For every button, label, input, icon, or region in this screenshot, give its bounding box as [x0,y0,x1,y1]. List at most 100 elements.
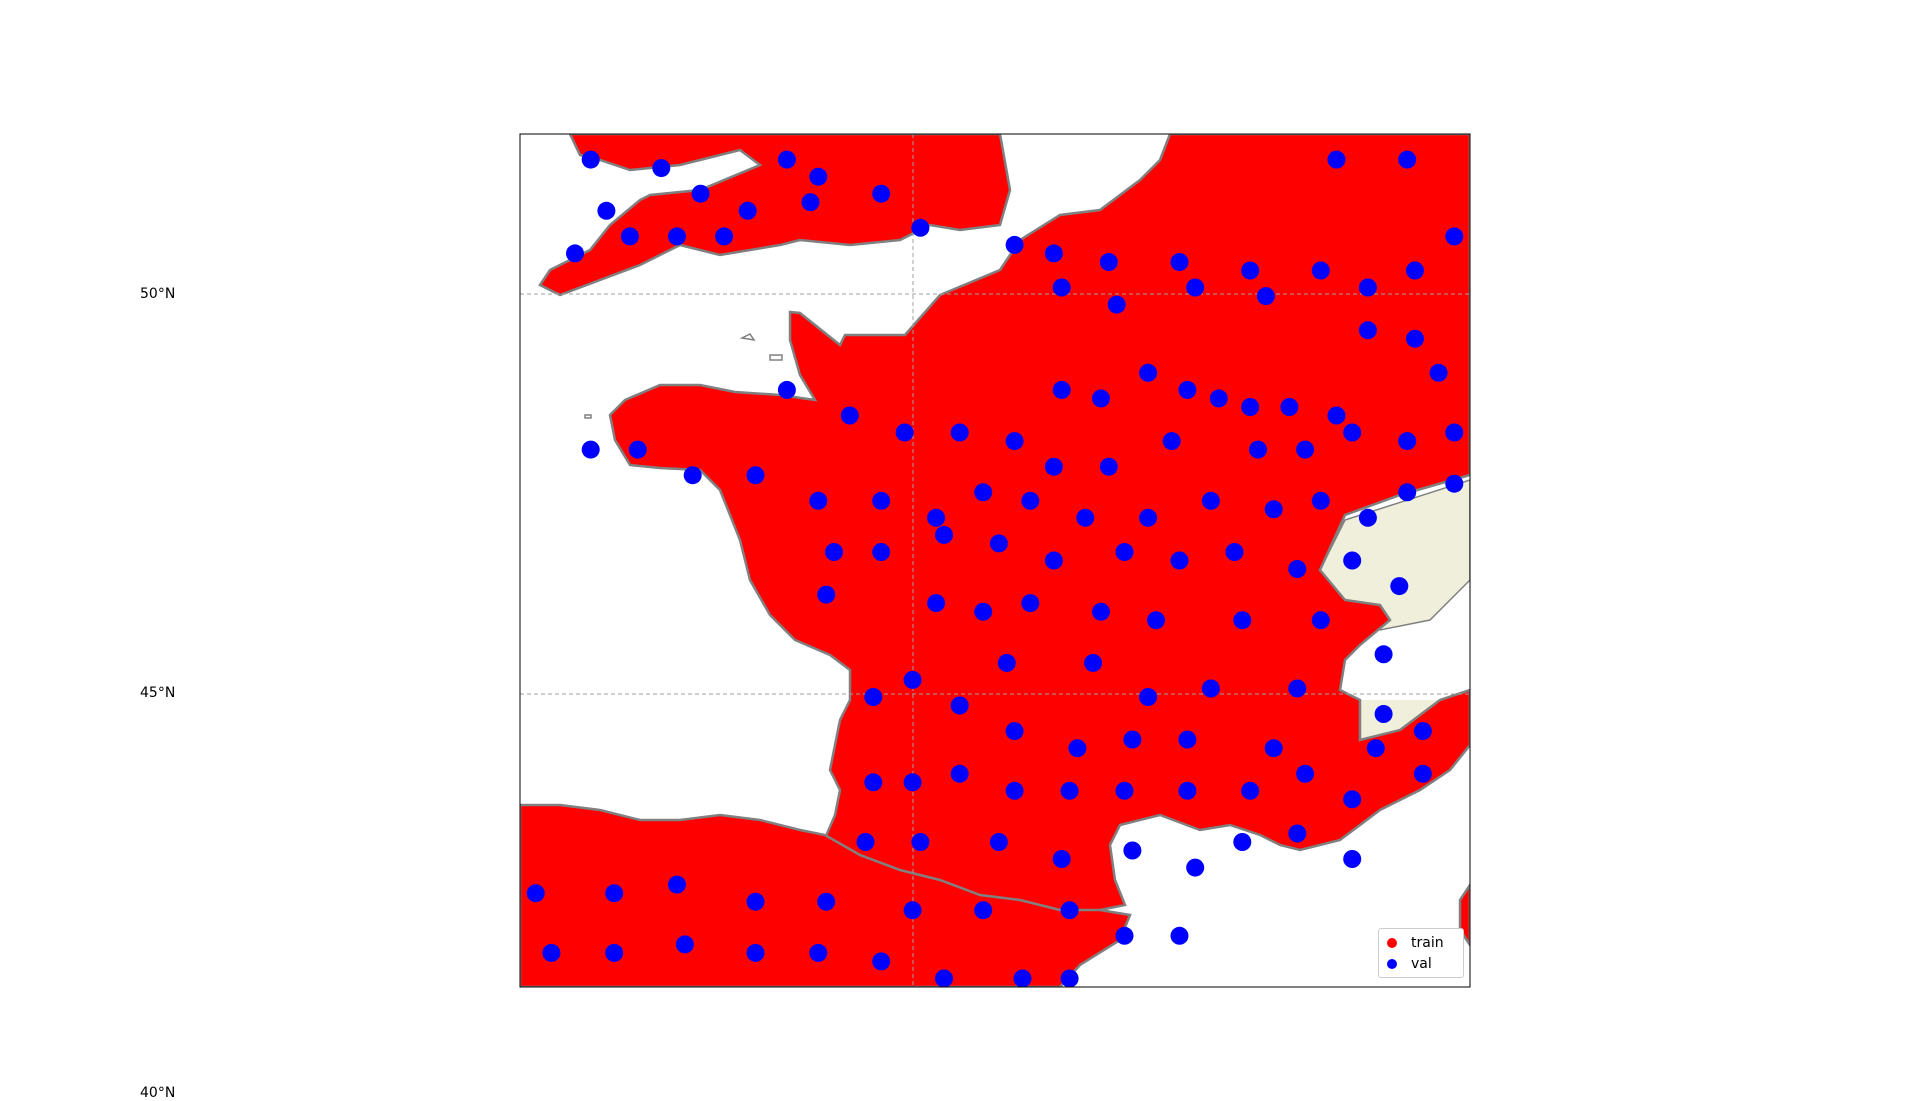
val-point [1241,261,1260,280]
lat-label-45: 45°N [140,685,176,701]
val-point [652,159,671,178]
val-point [1139,363,1158,382]
val-point [535,995,553,1013]
val-point [1406,261,1424,280]
val-point [542,943,561,962]
val-point [911,218,930,237]
val-point [1021,491,1040,510]
val-point [801,193,820,212]
val-point [1413,764,1432,783]
val-point [1327,406,1346,425]
val-point [950,696,969,715]
val-point [1115,543,1134,561]
legend-label-val: val [1411,956,1432,972]
val-point [746,943,765,962]
val-point [1288,824,1307,843]
val-point [668,875,686,894]
val-point [809,491,828,510]
val-point [1241,781,1260,800]
britain-train [538,134,1012,297]
val-point [974,901,993,920]
val-point [1398,432,1417,451]
val-point [997,653,1016,672]
val-point [872,952,891,971]
val-point [1162,432,1181,451]
val-point [1115,781,1134,800]
lat-label-40: 40°N [140,1085,176,1101]
val-point [864,688,883,706]
val-point [691,184,710,203]
val-point [1288,560,1307,578]
val-point [1398,483,1417,502]
val-point [1201,679,1220,698]
val-point [1178,781,1197,800]
legend-label-train: train [1411,935,1444,951]
val-point [809,167,828,186]
val-point [1390,577,1409,596]
val-point [1327,150,1346,169]
val-point [1186,278,1205,297]
val-point [1044,244,1063,263]
val-point [1209,389,1228,408]
val-point [1099,457,1118,476]
island-jersey [739,333,756,342]
val-point [605,884,624,903]
val-point [809,943,828,962]
val-point [1092,602,1110,621]
val-point [1233,833,1252,851]
val-point [817,892,836,911]
val-point [950,423,969,442]
val-point [903,901,922,920]
val-point [1343,790,1362,809]
val-point [1280,398,1299,416]
val-point [777,380,796,399]
val-point [613,1004,631,1022]
val-point [1398,150,1417,169]
val-point [1060,901,1079,920]
val-point [974,483,993,502]
val-point [1107,295,1126,314]
val-point [1052,278,1071,297]
val-point [1139,508,1158,527]
val-point [1139,688,1158,706]
val-point [809,1004,827,1022]
val-point [1068,739,1087,758]
val-point [1343,850,1362,868]
val-point [1311,491,1330,510]
val-point [1358,321,1377,340]
val-point [1005,722,1024,741]
val-point [1233,611,1252,630]
val-point [872,543,891,561]
france-benelux-train [608,134,1470,927]
map-area [520,134,1470,1030]
val-point [1170,551,1189,570]
val-point [1406,329,1424,348]
val-point [872,1012,890,1030]
val-point [1374,705,1393,723]
val-point [668,227,686,246]
val-point [1123,841,1142,860]
val-point [1288,679,1307,698]
val-point [1092,389,1110,408]
val-point [989,833,1008,851]
val-point [872,491,891,510]
val-point [927,508,946,527]
val-point [1374,645,1393,664]
val-point [1343,423,1362,442]
val-point [1005,235,1024,254]
val-point [974,602,993,621]
val-point [1021,594,1040,613]
val-point [628,440,647,459]
val-point [1264,739,1283,758]
val-point [864,773,883,792]
val-point [1170,926,1189,945]
val-point [1358,508,1377,527]
val-point [1296,440,1315,459]
axes-frame [519,133,1471,988]
val-point [1429,363,1448,382]
val-point [1099,253,1118,271]
val-point [935,969,953,987]
val-point [1005,781,1024,800]
legend-marker-val [1387,959,1397,969]
